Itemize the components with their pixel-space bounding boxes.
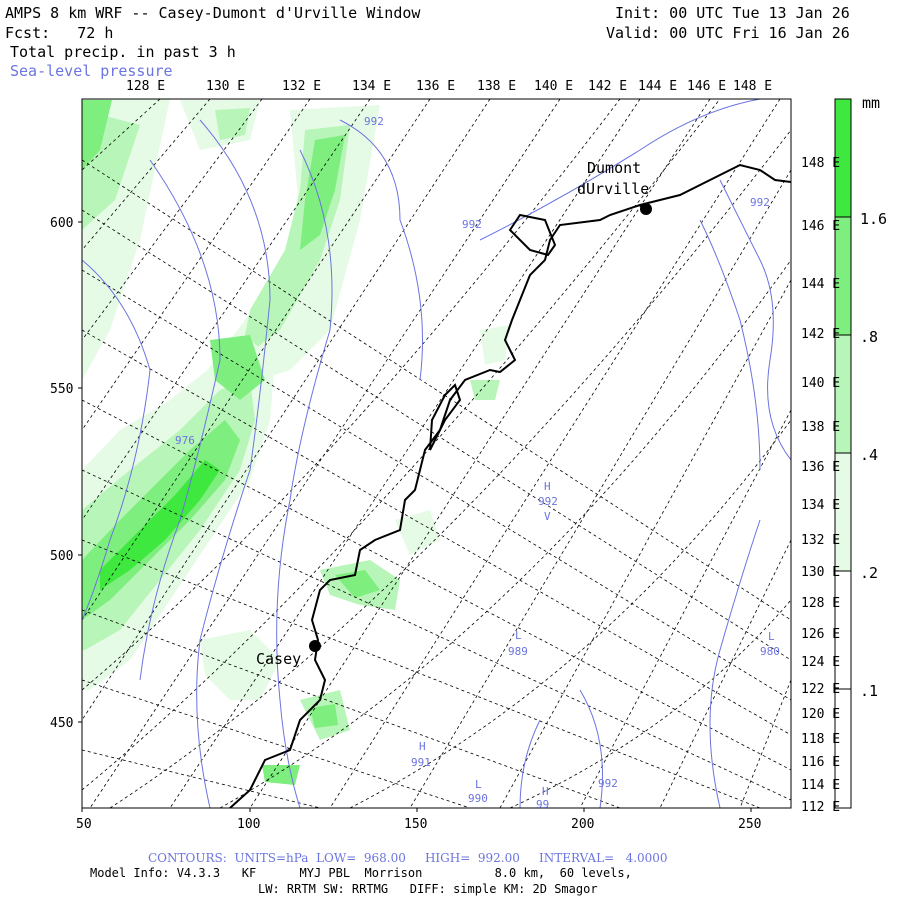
contour-label: 976: [175, 434, 195, 447]
colorbar-label: .4: [860, 446, 878, 464]
latlon-grid: [82, 99, 791, 808]
dumont-durville-marker: [640, 203, 652, 215]
contour-label: H: [419, 740, 426, 753]
field-label: Total precip. in past 3 h: [10, 43, 236, 61]
model-info: Model Info: V4.3.3 KF MYJ PBL Morrison 8…: [90, 866, 632, 880]
right-lon-label: 140 E: [801, 376, 840, 391]
right-lon-label: 114 E: [801, 778, 840, 793]
right-lon-label: 116 E: [801, 755, 840, 770]
colorbar-unit: mm: [862, 94, 880, 112]
contour-label: 992: [364, 115, 384, 128]
forecast-hour: Fcst: 72 h: [5, 24, 114, 42]
colorbar-swatch-4: [835, 453, 851, 571]
contour-label: 991: [411, 756, 431, 769]
colorbar-swatch-6: [835, 689, 851, 808]
right-lon-label: 130 E: [801, 565, 840, 580]
contour-info: CONTOURS: UNITS=hPa LOW= 968.00 HIGH= 99…: [148, 851, 668, 865]
right-lon-label: 132 E: [801, 533, 840, 548]
contour-label: 992: [750, 196, 770, 209]
right-lon-label: 148 E: [801, 156, 840, 171]
bottom-tick-label: 150: [404, 817, 427, 832]
contour-label: 989: [508, 645, 528, 658]
top-lon-label: 130 E: [206, 79, 245, 94]
station-durville: dUrville: [577, 180, 649, 198]
right-lon-label: 122 E: [801, 682, 840, 697]
init-time: Init: 00 UTC Tue 13 Jan 26: [615, 4, 850, 22]
right-lon-label: 120 E: [801, 707, 840, 722]
bottom-tick-label: 50: [76, 817, 92, 832]
contour-label: 992: [462, 218, 482, 231]
contour-label: 992: [538, 495, 558, 508]
contour-label: L: [475, 778, 482, 791]
colorbar-swatch-3: [835, 335, 851, 453]
right-lon-label: 142 E: [801, 327, 840, 342]
physics-info: LW: RRTM SW: RRTMG DIFF: simple KM: 2D S…: [258, 882, 598, 896]
contour-label: V: [544, 510, 551, 523]
colorbar-label: .8: [860, 328, 878, 346]
right-lon-label: 134 E: [801, 498, 840, 513]
top-lon-label: 146 E: [687, 79, 726, 94]
bottom-tick-label: 250: [738, 817, 761, 832]
colorbar: [834, 98, 852, 809]
station-casey: Casey: [256, 650, 301, 668]
contour-label: H: [542, 785, 549, 798]
right-lon-label: 138 E: [801, 420, 840, 435]
right-lon-label: 112 E: [801, 800, 840, 815]
top-lon-label: 144 E: [638, 79, 677, 94]
coastline: [229, 163, 791, 808]
colorbar-swatch-2: [835, 217, 851, 335]
top-lon-label: 138 E: [477, 79, 516, 94]
top-lon-label: 142 E: [588, 79, 627, 94]
casey-marker: [309, 640, 321, 652]
overlay-label: Sea-level pressure: [10, 62, 173, 80]
valid-time: Valid: 00 UTC Fri 16 Jan 26: [606, 24, 850, 42]
top-lon-label: 128 E: [126, 79, 165, 94]
right-lon-label: 118 E: [801, 732, 840, 747]
right-lon-label: 144 E: [801, 277, 840, 292]
top-lon-label: 134 E: [352, 79, 391, 94]
contour-label: 990: [468, 792, 488, 805]
bottom-tick-label: 100: [237, 817, 260, 832]
precip-shading: [82, 99, 510, 785]
map-labels: Dumont dUrville Casey 992 992 992 976 H …: [50, 79, 887, 832]
bottom-tick-label: 200: [571, 817, 594, 832]
right-lon-label: 128 E: [801, 596, 840, 611]
left-tick-label: 600: [50, 216, 73, 231]
right-lon-label: 146 E: [801, 219, 840, 234]
colorbar-label: .2: [860, 564, 878, 582]
contour-label: 980: [760, 645, 780, 658]
top-lon-label: 140 E: [534, 79, 573, 94]
colorbar-label: .1: [860, 682, 878, 700]
top-lon-label: 148 E: [733, 79, 772, 94]
left-tick-label: 550: [50, 382, 73, 397]
contour-label: 992: [598, 777, 618, 790]
pressure-contours: [82, 99, 791, 808]
top-lon-label: 136 E: [416, 79, 455, 94]
right-lon-label: 124 E: [801, 655, 840, 670]
colorbar-swatch-5: [835, 571, 851, 689]
colorbar-label: 1.6: [860, 210, 887, 228]
left-tick-label: 450: [50, 716, 73, 731]
contour-label: H: [544, 480, 551, 493]
map-title: AMPS 8 km WRF -- Casey-Dumont d'Urville …: [5, 4, 421, 22]
map-border: [81, 98, 792, 809]
top-lon-label: 132 E: [282, 79, 321, 94]
contour-label: 99: [536, 798, 549, 811]
colorbar-swatch-1: [835, 99, 851, 217]
contour-label: L: [515, 629, 522, 642]
station-dumont: Dumont: [587, 159, 641, 177]
right-lon-label: 136 E: [801, 460, 840, 475]
left-tick-label: 500: [50, 549, 73, 564]
contour-label: L: [768, 630, 775, 643]
right-lon-label: 126 E: [801, 627, 840, 642]
